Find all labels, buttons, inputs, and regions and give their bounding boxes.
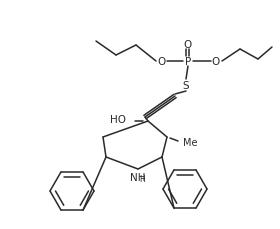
Text: S: S <box>183 81 189 91</box>
Text: O: O <box>212 57 220 67</box>
Text: H: H <box>139 174 145 183</box>
Text: O: O <box>184 40 192 50</box>
Text: P: P <box>185 57 191 67</box>
Text: O: O <box>158 57 166 67</box>
Text: NH: NH <box>130 172 146 182</box>
Text: Me: Me <box>183 137 197 147</box>
Text: HO: HO <box>110 114 126 124</box>
